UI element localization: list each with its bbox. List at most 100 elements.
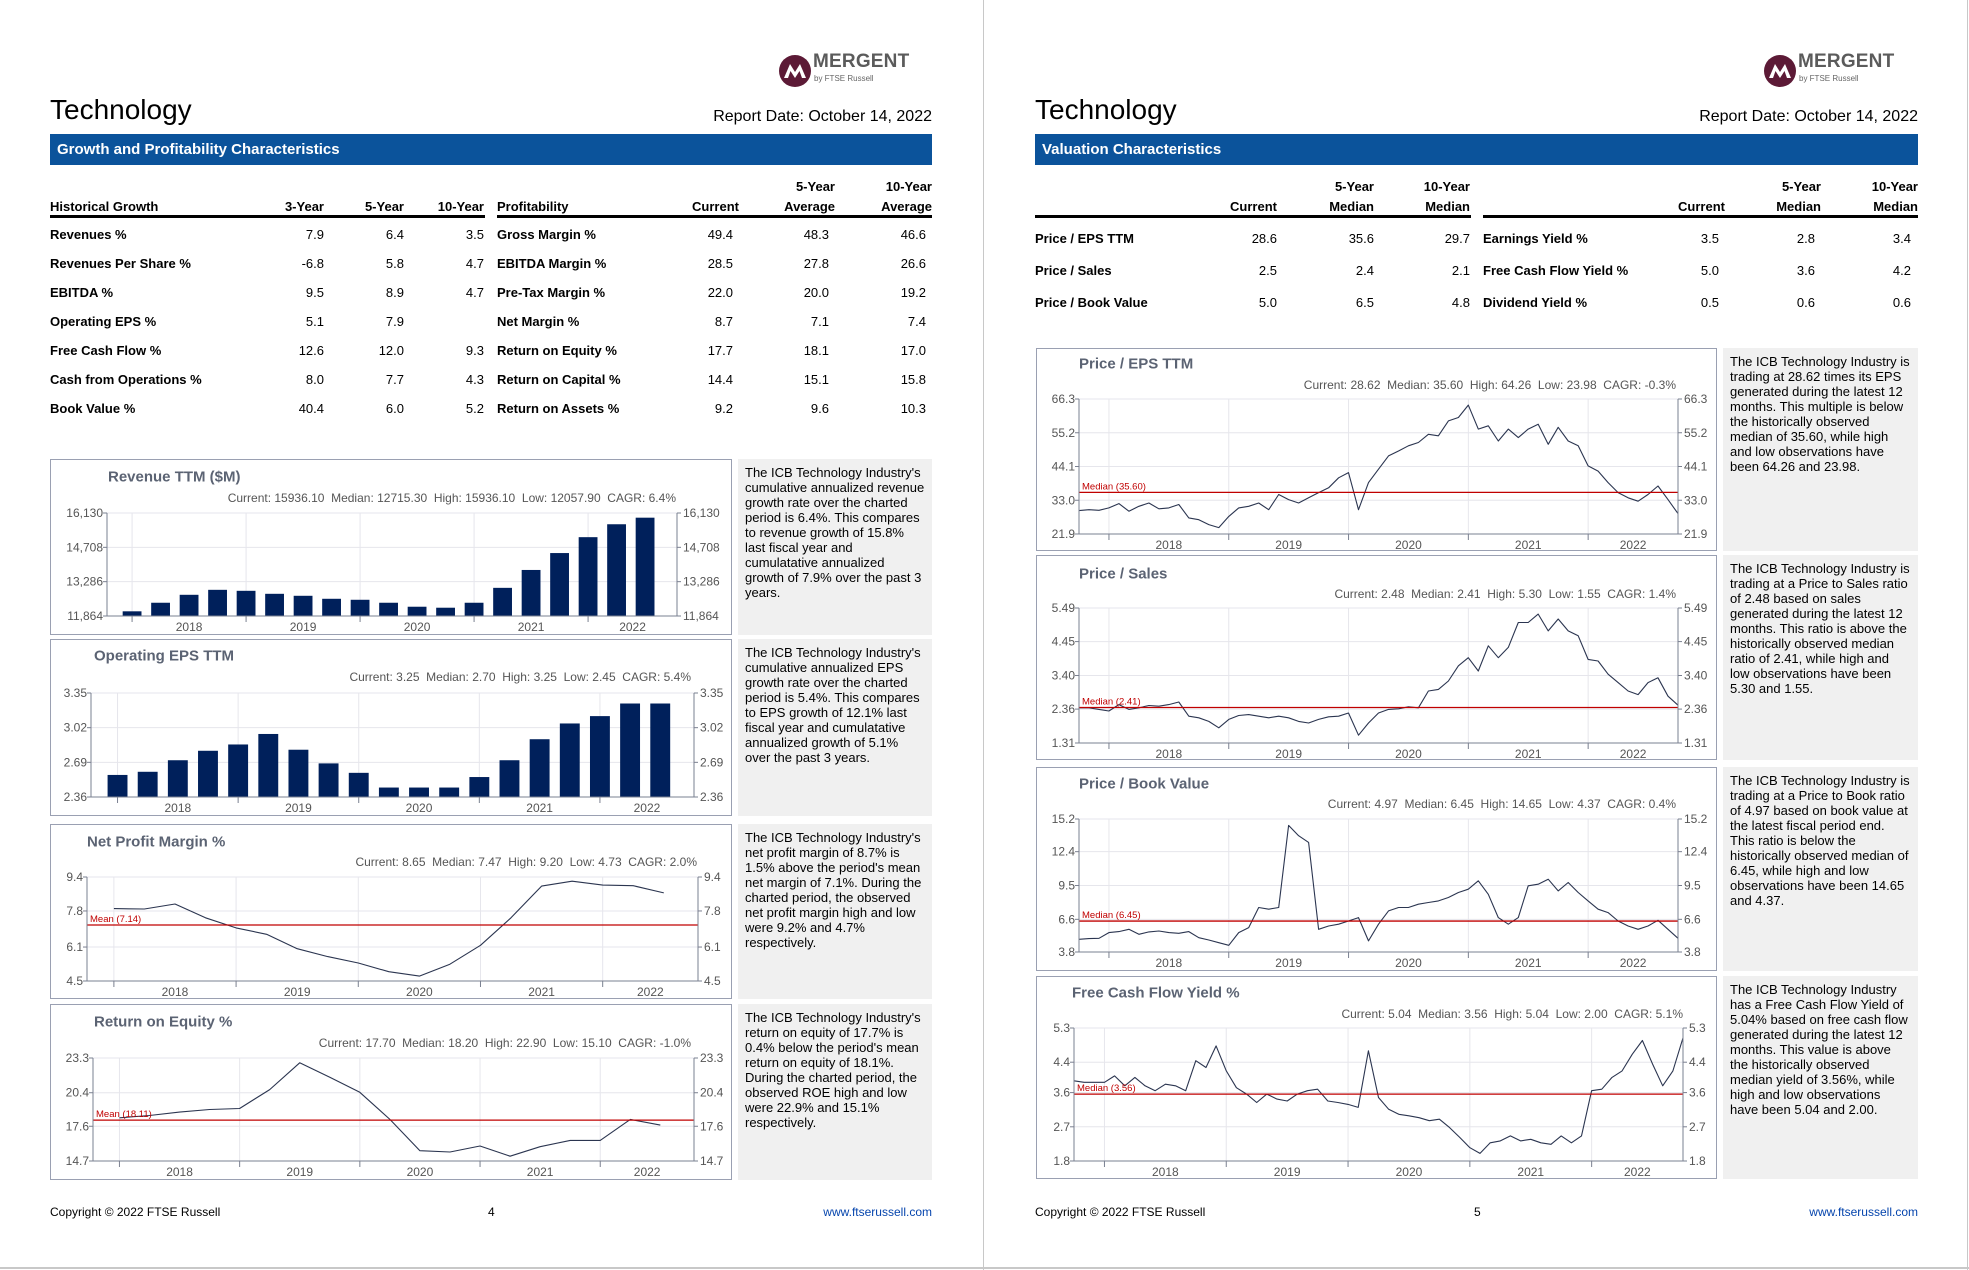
chart-stats: Current: 8.65 Median: 7.47 High: 9.20 Lo… [355, 855, 697, 869]
y-tick-label: 16,130 [66, 506, 103, 520]
row-value: 7.4 [907, 314, 926, 329]
row-value: 15.1 [803, 372, 829, 387]
y-tick-label: 14,708 [66, 540, 103, 554]
row-value: 6.5 [1355, 295, 1374, 310]
y-tick-label-right: 2.7 [1689, 1120, 1706, 1134]
x-tick-label: 2021 [1515, 538, 1542, 552]
bar [322, 598, 341, 616]
chart-canvas: 1.31 1.31 2.36 2.36 3.40 3.40 4.45 4.45 5.49 5.49… [1052, 601, 1708, 761]
bar [265, 593, 284, 616]
x-tick-label: 2021 [518, 620, 545, 634]
y-tick-label-right: 6.1 [704, 940, 721, 954]
y-tick-label: 4.45 [1052, 635, 1076, 649]
bar [469, 777, 490, 797]
series-line [119, 1062, 661, 1157]
row-value: 6.0 [385, 401, 404, 416]
y-tick-label: 9.4 [66, 870, 83, 884]
y-tick-label-right: 66.3 [1684, 392, 1708, 406]
row-value: 48.3 [803, 227, 829, 242]
row-value: 35.6 [1348, 231, 1374, 246]
x-tick-label: 2019 [290, 620, 317, 634]
series-line [1073, 1037, 1684, 1154]
bar [650, 703, 671, 797]
logo-wordmark: MERGENT [813, 51, 910, 72]
x-tick-label: 2019 [284, 985, 311, 999]
bar [578, 537, 598, 616]
y-tick-label: 14.7 [66, 1154, 90, 1168]
row-value: 7.9 [305, 227, 324, 242]
y-tick-label: 5.49 [1052, 601, 1076, 615]
x-tick-label: 2020 [407, 1165, 434, 1179]
chart-canvas: 1.8 1.8 2.7 2.7 3.6 3.6 4.4 4.4 5.3 5.3 2018 2019 20… [1053, 1021, 1706, 1179]
bar [378, 787, 399, 797]
row-value: 12.0 [378, 343, 404, 358]
x-tick-label: 2019 [1274, 1165, 1301, 1179]
chart-commentary: The ICB Technology Industry's net profit… [738, 824, 932, 999]
row-value: 40.4 [298, 401, 324, 416]
x-tick-label: 2018 [1152, 1165, 1179, 1179]
y-tick-label-right: 33.0 [1684, 493, 1708, 507]
row-value: 14.4 [707, 372, 733, 387]
row-value: 12.6 [298, 343, 324, 358]
chart-free-cash-flow-yield: 1.8 1.8 2.7 2.7 3.6 3.6 4.4 4.4 5.3 5.3 2018 2019 20… [1036, 976, 1717, 1179]
x-tick-label: 2018 [1155, 747, 1182, 761]
chart-title: Price / EPS TTM [1079, 355, 1194, 373]
y-tick-label: 2.36 [64, 790, 88, 804]
footer-copyright: Copyright © 2022 FTSE Russell [1035, 1205, 1206, 1219]
y-tick-label-right: 4.45 [1684, 635, 1708, 649]
x-tick-label: 2019 [285, 801, 312, 815]
mergent-logo-mark [779, 55, 811, 87]
row-value: 28.6 [1251, 231, 1277, 246]
x-tick-label: 2021 [526, 801, 553, 815]
row-label: Gross Margin % [497, 227, 596, 242]
chart-title: Free Cash Flow Yield % [1072, 984, 1240, 1002]
chart-price-sales: 1.31 1.31 2.36 2.36 3.40 3.40 4.45 4.45 5.49 5.49… [1036, 555, 1717, 761]
row-value: 15.8 [900, 372, 926, 387]
y-tick-label-right: 3.40 [1684, 669, 1708, 683]
x-tick-label: 2022 [634, 801, 661, 815]
y-tick-label: 2.36 [1052, 702, 1076, 716]
footer-page-number: 5 [1474, 1205, 1481, 1219]
y-tick-label: 9.5 [1058, 879, 1075, 893]
section-header: Valuation Characteristics [1035, 134, 1918, 165]
reference-label: Median (6.45) [1082, 910, 1141, 921]
chart-net-profit-margin: 4.5 4.5 6.1 6.1 7.8 7.8 9.4 9.4 2018 2019 2020 2021… [50, 824, 732, 999]
row-value: 7.9 [385, 314, 404, 329]
row-value: 5.0 [1700, 263, 1719, 278]
bar [521, 569, 541, 616]
x-tick-label: 2018 [162, 985, 189, 999]
x-tick-label: 2022 [637, 985, 664, 999]
row-value: 2.1 [1451, 263, 1470, 278]
reference-label: Mean (7.14) [90, 914, 141, 925]
y-tick-label: 2.69 [64, 755, 88, 769]
x-tick-label: 2021 [527, 1165, 554, 1179]
row-value: 3.6 [1796, 263, 1815, 278]
footer-url-link[interactable]: www.ftserussell.com [823, 1205, 932, 1219]
chart-stats: Current: 17.70 Median: 18.20 High: 22.90… [318, 1036, 691, 1050]
y-tick-label: 7.8 [66, 904, 83, 918]
row-value: 2.4 [1355, 263, 1374, 278]
row-value: 29.7 [1444, 231, 1470, 246]
mergent-logo: MERGENT by FTSE Russell [779, 43, 929, 103]
footer-url-link[interactable]: www.ftserussell.com [1809, 1205, 1918, 1219]
row-label: Price / EPS TTM [1035, 231, 1134, 246]
page-scrollbar-edge[interactable] [1967, 0, 1968, 1270]
x-tick-label: 2020 [1395, 538, 1422, 552]
row-value: 3.4 [1892, 231, 1911, 246]
header-rule [1035, 215, 1471, 218]
y-tick-label-right: 14.7 [700, 1154, 724, 1168]
row-value: 4.8 [1451, 295, 1470, 310]
row-value: 27.8 [803, 256, 829, 271]
series-line [1079, 613, 1679, 736]
y-tick-label: 1.8 [1053, 1154, 1070, 1168]
y-tick-label-right: 11,864 [683, 609, 719, 623]
chart-title: Operating EPS TTM [94, 647, 235, 665]
y-tick-label: 17.6 [66, 1119, 90, 1133]
footer-page-number: 4 [488, 1205, 495, 1219]
column-header-top: 10-Year [885, 179, 932, 194]
row-value: 10.3 [900, 401, 926, 416]
logo-subtitle: by FTSE Russell [1799, 74, 1859, 83]
y-tick-label-right: 14,708 [683, 540, 720, 554]
x-tick-label: 2020 [1396, 1165, 1423, 1179]
chart-title: Price / Book Value [1079, 775, 1210, 793]
